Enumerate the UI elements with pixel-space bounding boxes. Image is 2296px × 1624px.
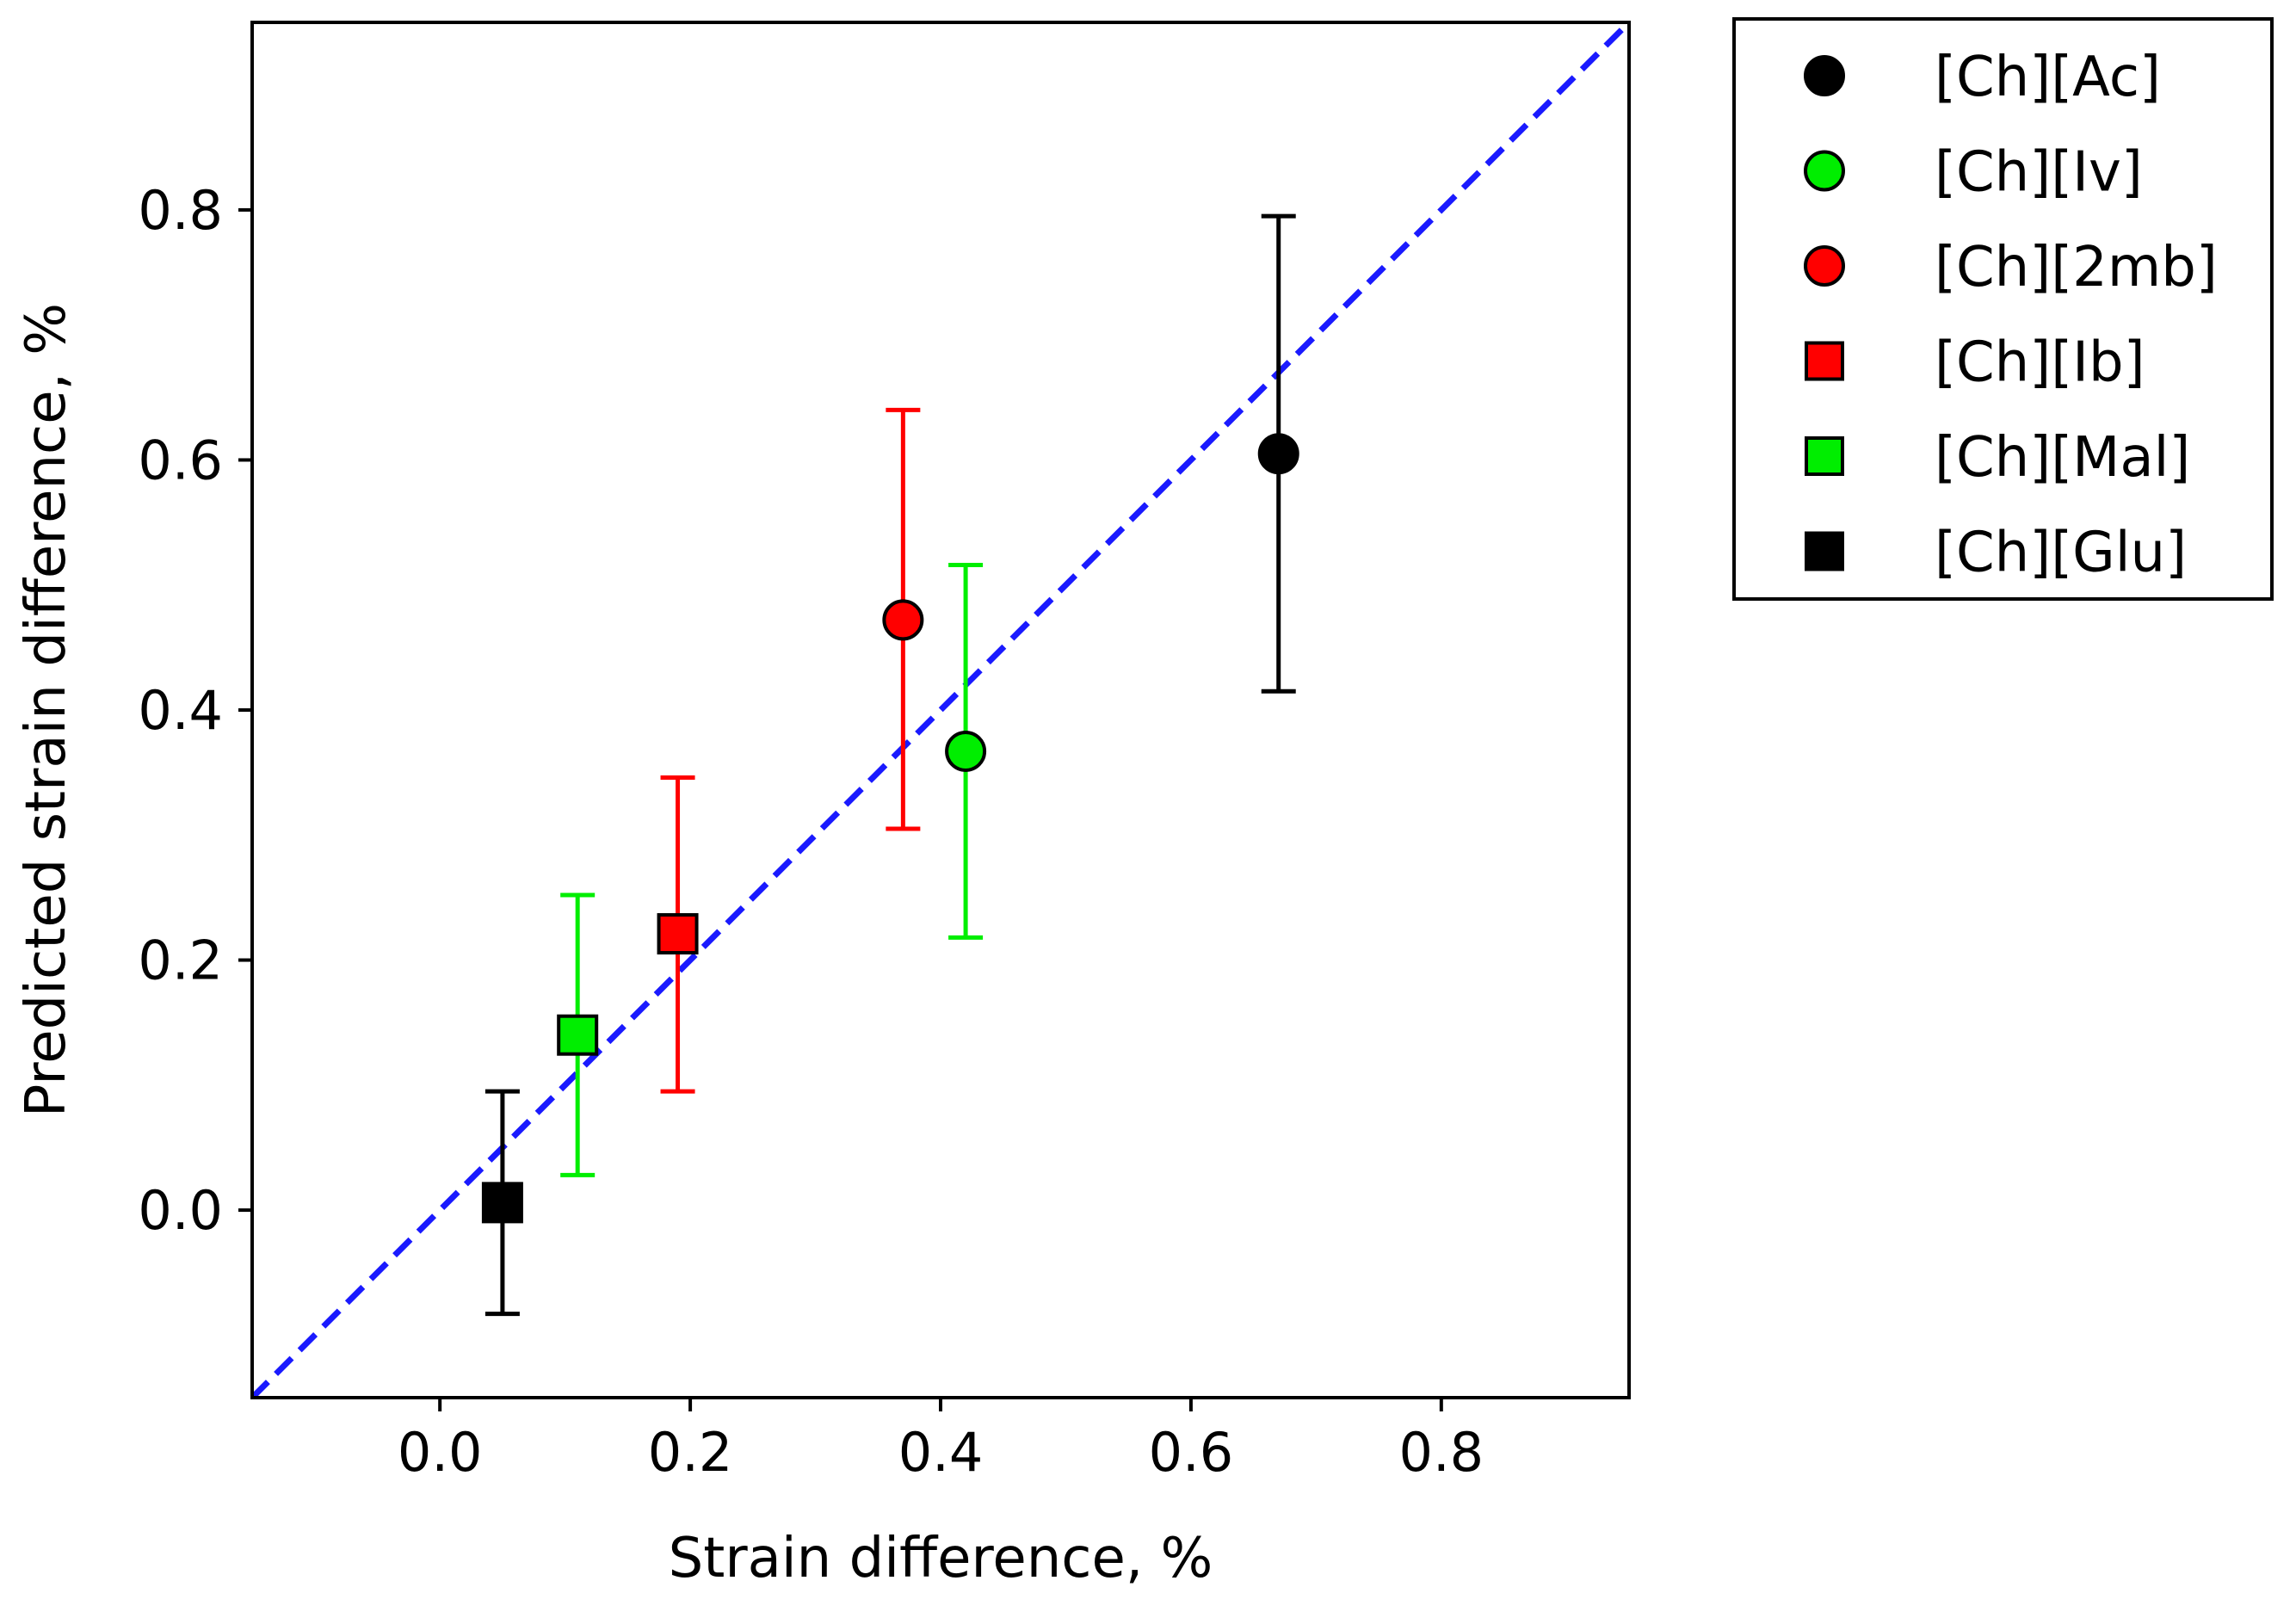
x-tick-label: 0.2	[648, 1421, 733, 1484]
y-tick-label: 0.4	[138, 679, 223, 742]
series-3	[657, 775, 699, 1094]
data-point	[481, 1182, 523, 1224]
legend-entry-5: [Ch][Glu]	[1805, 522, 2187, 585]
data-point	[557, 1014, 599, 1056]
series-5	[481, 1089, 523, 1317]
legend-label: [Ch][Mal]	[1935, 426, 2190, 490]
legend-label: [Ch][Ib]	[1935, 331, 2145, 395]
legend-marker	[1805, 436, 1844, 476]
y-tick-label: 0.0	[138, 1179, 223, 1242]
legend-entry-4: [Ch][Mal]	[1805, 426, 2190, 490]
plot-area	[252, 22, 1629, 1398]
legend-marker	[1804, 245, 1845, 287]
y-tick-label: 0.8	[138, 179, 223, 242]
y-tick-label: 0.6	[138, 429, 223, 491]
legend-entry-1: [Ch][Iv]	[1804, 141, 2143, 205]
x-tick-label: 0.0	[398, 1421, 483, 1484]
legend-marker	[1804, 55, 1845, 96]
data-point	[882, 599, 924, 641]
series-2	[882, 407, 924, 831]
legend-label: [Ch][Glu]	[1935, 522, 2187, 585]
series-4	[557, 892, 599, 1177]
data-point	[657, 913, 699, 955]
x-tick-label: 0.8	[1399, 1421, 1484, 1484]
legend: [Ch][Ac] [Ch][Iv] [Ch][2mb] [Ch][Ib] [Ch][Ma…	[1732, 17, 2274, 601]
y-axis-label: Predicted strain difference, %	[15, 303, 78, 1117]
series-1	[945, 562, 987, 940]
x-tick-label: 0.4	[898, 1421, 984, 1484]
legend-marker	[1805, 341, 1844, 381]
legend-entry-0: [Ch][Ac]	[1804, 46, 2161, 109]
data-point	[1257, 433, 1299, 475]
legend-frame	[1732, 17, 2274, 601]
legend-label: [Ch][2mb]	[1935, 236, 2218, 299]
x-axis-label: Strain difference, %	[669, 1527, 1213, 1590]
legend-entry-2: [Ch][2mb]	[1804, 236, 2218, 299]
x-tick-label: 0.6	[1149, 1421, 1234, 1484]
data-point	[945, 730, 987, 772]
legend-label: [Ch][Ac]	[1935, 46, 2161, 109]
y-tick-label: 0.2	[138, 929, 223, 992]
legend-label: [Ch][Iv]	[1935, 141, 2143, 205]
series-0	[1257, 213, 1299, 694]
legend-marker	[1804, 150, 1845, 192]
legend-entry-3: [Ch][Ib]	[1805, 331, 2145, 395]
legend-marker	[1805, 531, 1844, 571]
reference-line	[252, 22, 1629, 1398]
